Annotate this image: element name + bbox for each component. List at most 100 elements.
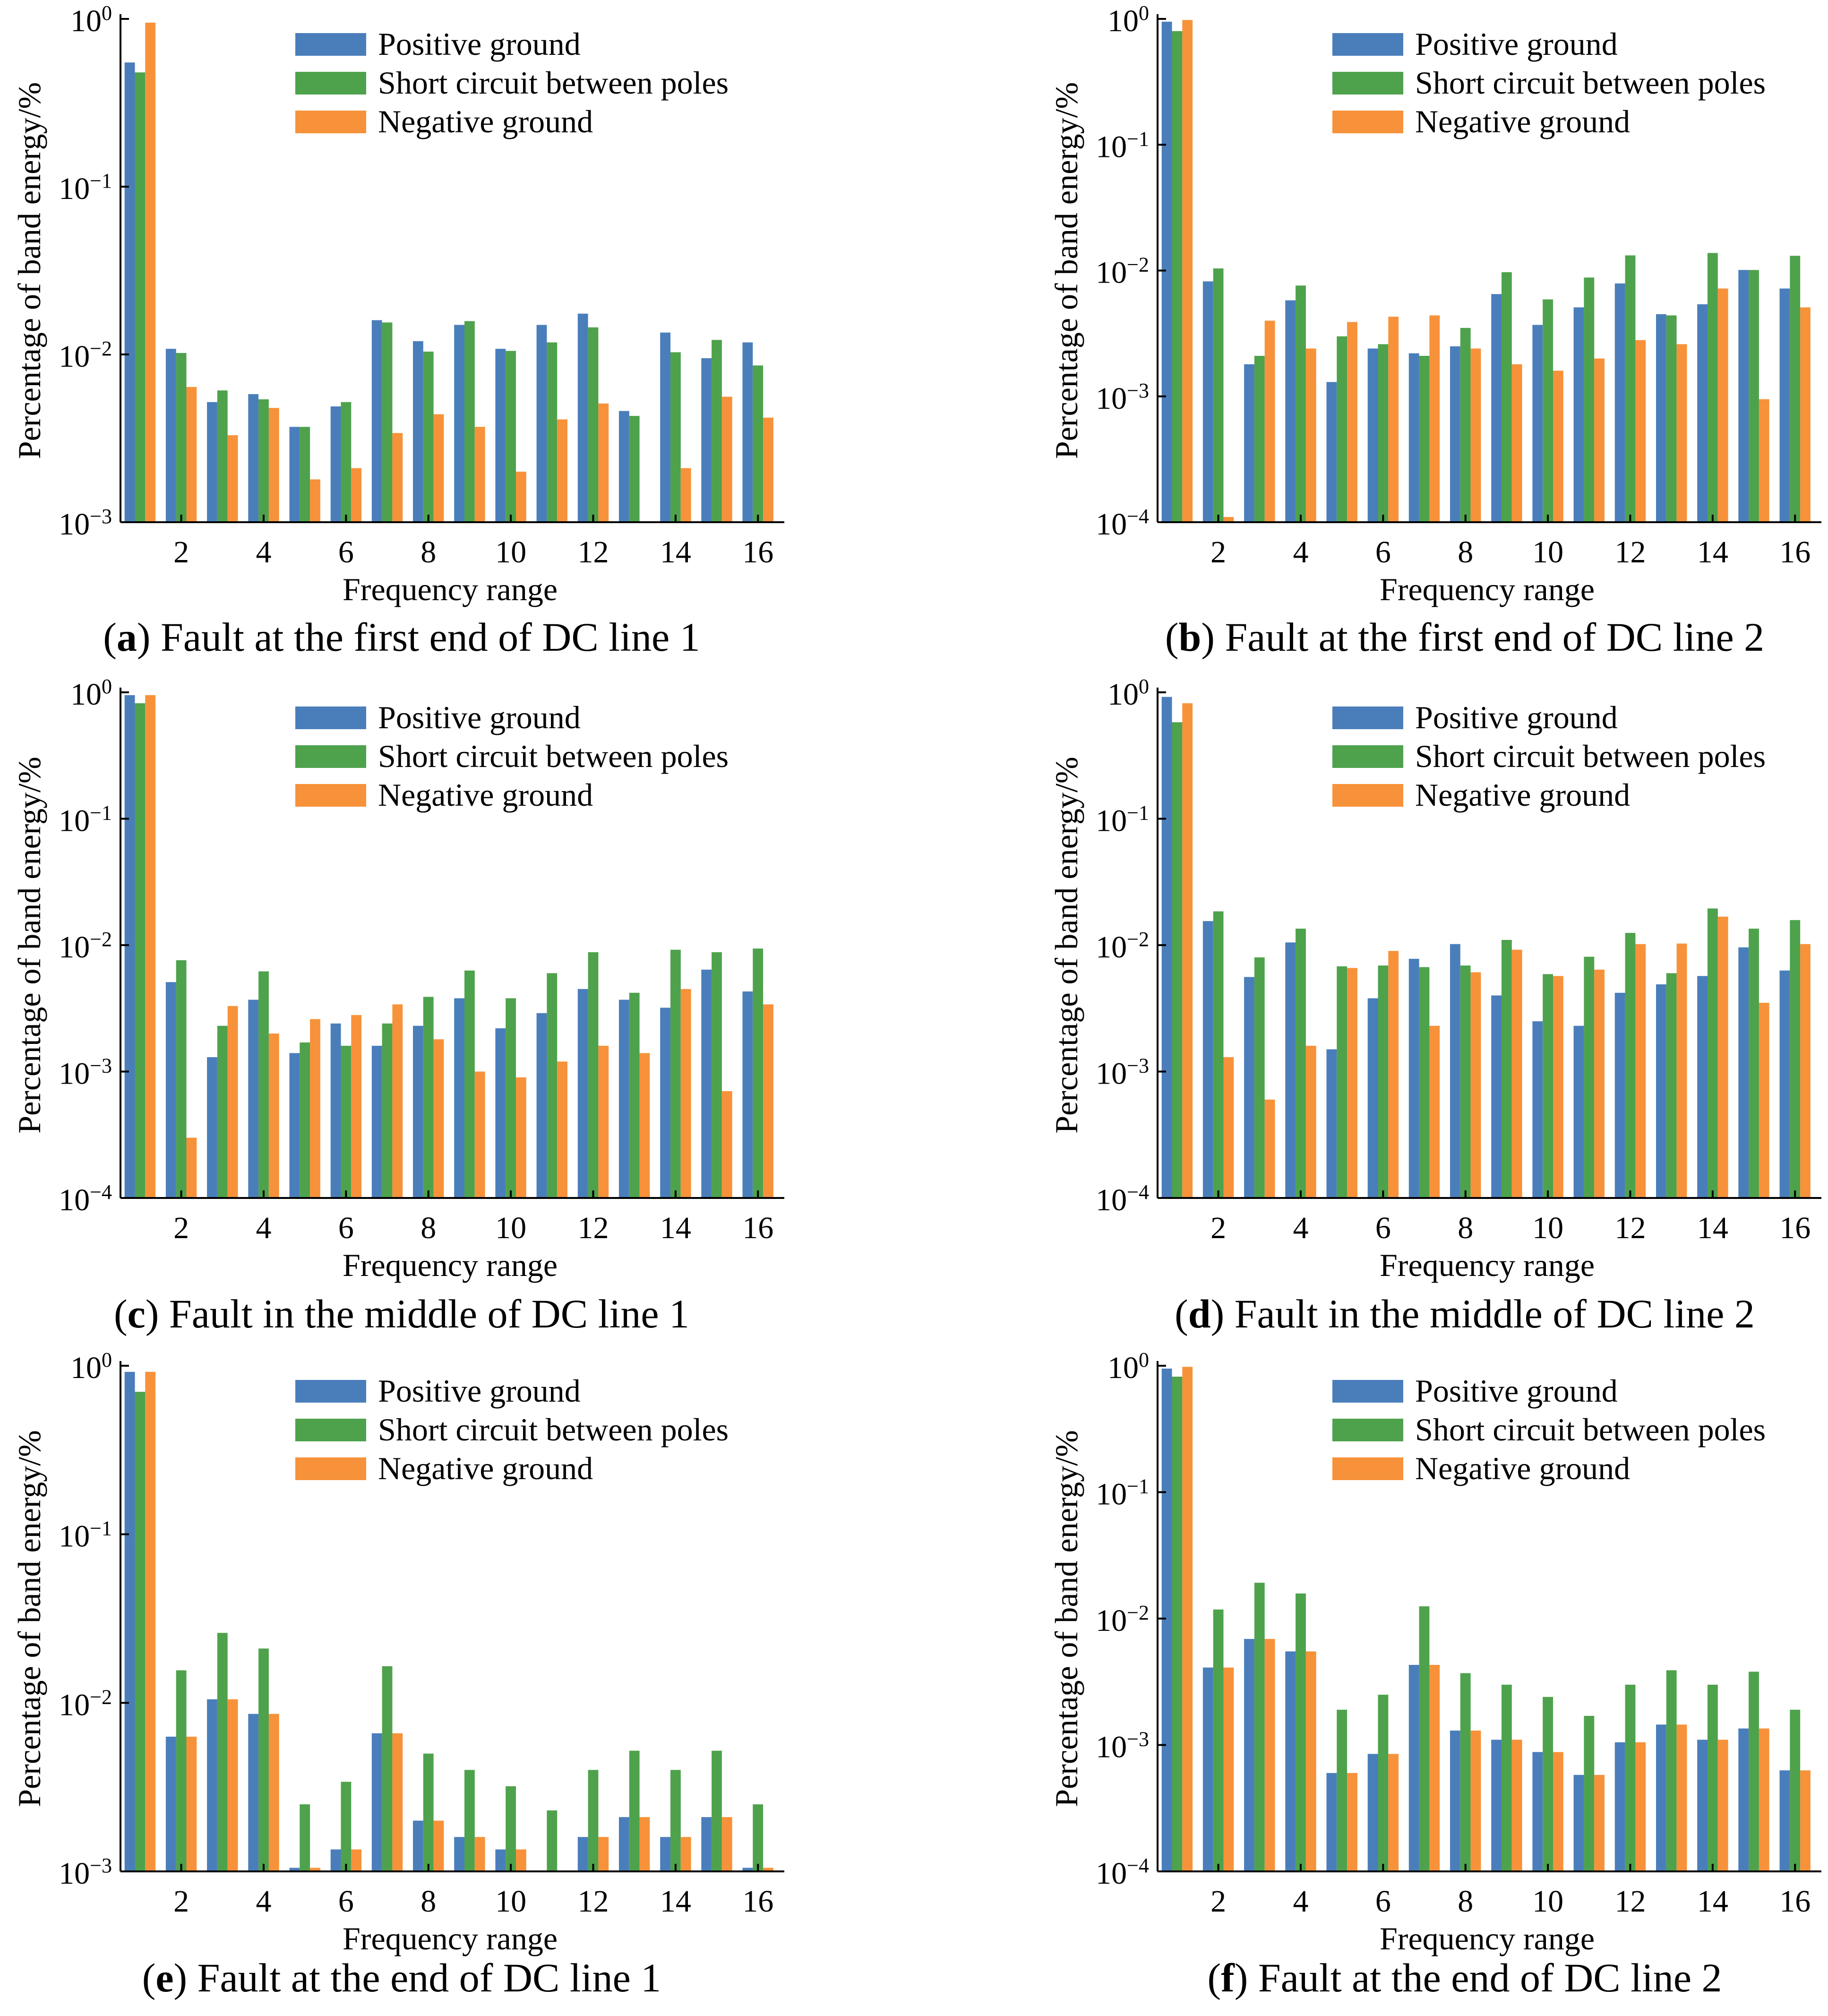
xtick-label-a-2: 2: [173, 535, 189, 569]
bar-a-s2-c1: [135, 72, 146, 522]
bar-f-s1-c11: [1573, 1775, 1584, 1871]
bar-b-s1-c15: [1738, 270, 1749, 522]
bar-a-s3-c3: [227, 435, 238, 522]
bar-c-s1-c9: [454, 998, 464, 1198]
xtick-label-f-6: 6: [1375, 1884, 1391, 1919]
bar-d-s3-c14: [1717, 916, 1728, 1198]
legend-label-f-1: Positive ground: [1415, 1373, 1618, 1409]
bar-c-s3-c14: [680, 989, 691, 1198]
bar-b-s3-c4: [1305, 348, 1316, 522]
bar-b-s3-c7: [1429, 315, 1440, 522]
bar-a-s3-c6: [351, 468, 362, 522]
bar-e-s3-c15: [721, 1817, 732, 1871]
caption-e: (e) Fault at the end of DC line 1: [142, 1955, 661, 2000]
xtick-label-a-4: 4: [256, 535, 271, 569]
bar-c-s2-c11: [547, 973, 558, 1198]
bar-f-s1-c12: [1614, 1742, 1625, 1871]
bar-c-s2-c13: [629, 992, 640, 1198]
bar-b-s3-c9: [1511, 364, 1522, 522]
bar-a-s2-c5: [300, 427, 310, 522]
ytick-label-a-1: 10−1: [59, 169, 112, 207]
bar-e-s1-c1: [124, 1371, 135, 1871]
bar-e-s1-c3: [207, 1699, 217, 1871]
bar-a-s1-c5: [289, 427, 300, 522]
bar-e-s3-c1: [145, 1371, 156, 1871]
bar-f-s2-c1: [1172, 1377, 1183, 1871]
chart-e: 100 10−1 10−2 10−3 2 4 6 8 10 12 14 16 Frequency ran…: [11, 1348, 784, 1956]
bar-c-s1-c6: [330, 1023, 341, 1198]
xtick-label-c-2: 2: [173, 1211, 189, 1245]
ytick-label-e-0: 100: [70, 1348, 112, 1386]
bar-f-s3-c7: [1429, 1665, 1440, 1871]
xtick-label-e-16: 16: [742, 1884, 773, 1919]
bar-b-s2-c5: [1337, 336, 1347, 522]
bar-c-s3-c3: [227, 1006, 238, 1198]
bar-d-s2-c4: [1296, 929, 1306, 1198]
bar-a-s2-c12: [588, 327, 599, 522]
xtick-label-d-14: 14: [1697, 1211, 1728, 1245]
bar-b-s3-c2: [1223, 517, 1234, 522]
bar-a-s1-c12: [577, 313, 588, 522]
bar-a-s1-c4: [248, 394, 259, 522]
bar-f-s2-c13: [1666, 1670, 1677, 1871]
bar-c-s3-c16: [763, 1004, 773, 1198]
bar-b-s2-c4: [1296, 285, 1306, 522]
bar-f-s3-c10: [1553, 1752, 1563, 1871]
bar-a-s3-c4: [268, 408, 279, 522]
bar-e-s2-c11: [547, 1810, 558, 1871]
bar-e-s1-c10: [495, 1849, 506, 1871]
bar-f-s3-c8: [1470, 1731, 1481, 1871]
bar-d-s2-c11: [1584, 956, 1595, 1198]
chart-d: 100 10−1 10−2 10−3 10−4 2 4 6 8 10 12 14 16 Frequency…: [1048, 675, 1821, 1283]
bar-d-s2-c13: [1666, 973, 1677, 1198]
xtick-label-b-2: 2: [1210, 535, 1226, 569]
bar-d-s1-c10: [1532, 1021, 1543, 1198]
bar-f-s2-c9: [1502, 1684, 1512, 1871]
bar-e-s2-c8: [423, 1753, 434, 1871]
bar-a-s2-c2: [176, 353, 187, 522]
bar-a-s3-c10: [516, 472, 526, 522]
xtick-label-c-10: 10: [495, 1211, 526, 1245]
legend-swatch-a-3: [295, 111, 366, 133]
xtick-label-e-14: 14: [660, 1884, 691, 1919]
bar-e-s1-c9: [454, 1837, 464, 1871]
bar-e-s3-c3: [227, 1699, 238, 1871]
xtick-label-e-6: 6: [338, 1884, 354, 1919]
bar-a-s2-c6: [341, 402, 352, 522]
bar-a-s2-c13: [629, 416, 640, 522]
xtick-label-a-16: 16: [742, 535, 773, 569]
ylabel-b: Percentage of band energy/%: [1048, 82, 1084, 459]
bar-d-s1-c14: [1697, 976, 1708, 1198]
bar-e-s2-c10: [506, 1786, 516, 1871]
bar-b-s2-c1: [1172, 31, 1183, 522]
bar-d-s2-c5: [1337, 966, 1347, 1198]
bar-d-s1-c13: [1656, 984, 1666, 1198]
xtick-label-b-14: 14: [1697, 535, 1728, 569]
bar-b-s1-c9: [1491, 294, 1502, 522]
bar-a-s2-c11: [547, 342, 558, 522]
ytick-label-d-1: 10−1: [1096, 801, 1149, 838]
bar-d-s3-c12: [1635, 944, 1646, 1198]
legend-swatch-c-2: [295, 745, 366, 768]
bar-a-s2-c14: [670, 352, 681, 522]
bar-f-s2-c16: [1790, 1709, 1801, 1871]
bar-d-s3-c7: [1429, 1025, 1440, 1198]
bar-a-s1-c15: [701, 358, 712, 522]
bar-b-s1-c7: [1408, 353, 1419, 522]
bar-f-s3-c5: [1347, 1773, 1357, 1871]
legend-label-d-3: Negative ground: [1415, 777, 1630, 813]
bar-f-s2-c10: [1543, 1697, 1553, 1871]
bar-e-s1-c13: [619, 1817, 629, 1871]
bar-b-s2-c8: [1460, 327, 1471, 522]
bar-d-s1-c5: [1326, 1049, 1337, 1198]
bar-e-s2-c16: [753, 1804, 764, 1871]
bar-f-s3-c15: [1759, 1728, 1769, 1871]
bar-f-s3-c9: [1511, 1740, 1522, 1871]
xlabel-b: Frequency range: [1380, 571, 1595, 607]
bar-a-s1-c8: [413, 341, 423, 522]
bar-f-s2-c7: [1419, 1606, 1430, 1871]
bar-b-s2-c12: [1625, 255, 1636, 522]
bar-f-s1-c4: [1285, 1651, 1296, 1871]
bar-e-s2-c3: [217, 1633, 228, 1871]
